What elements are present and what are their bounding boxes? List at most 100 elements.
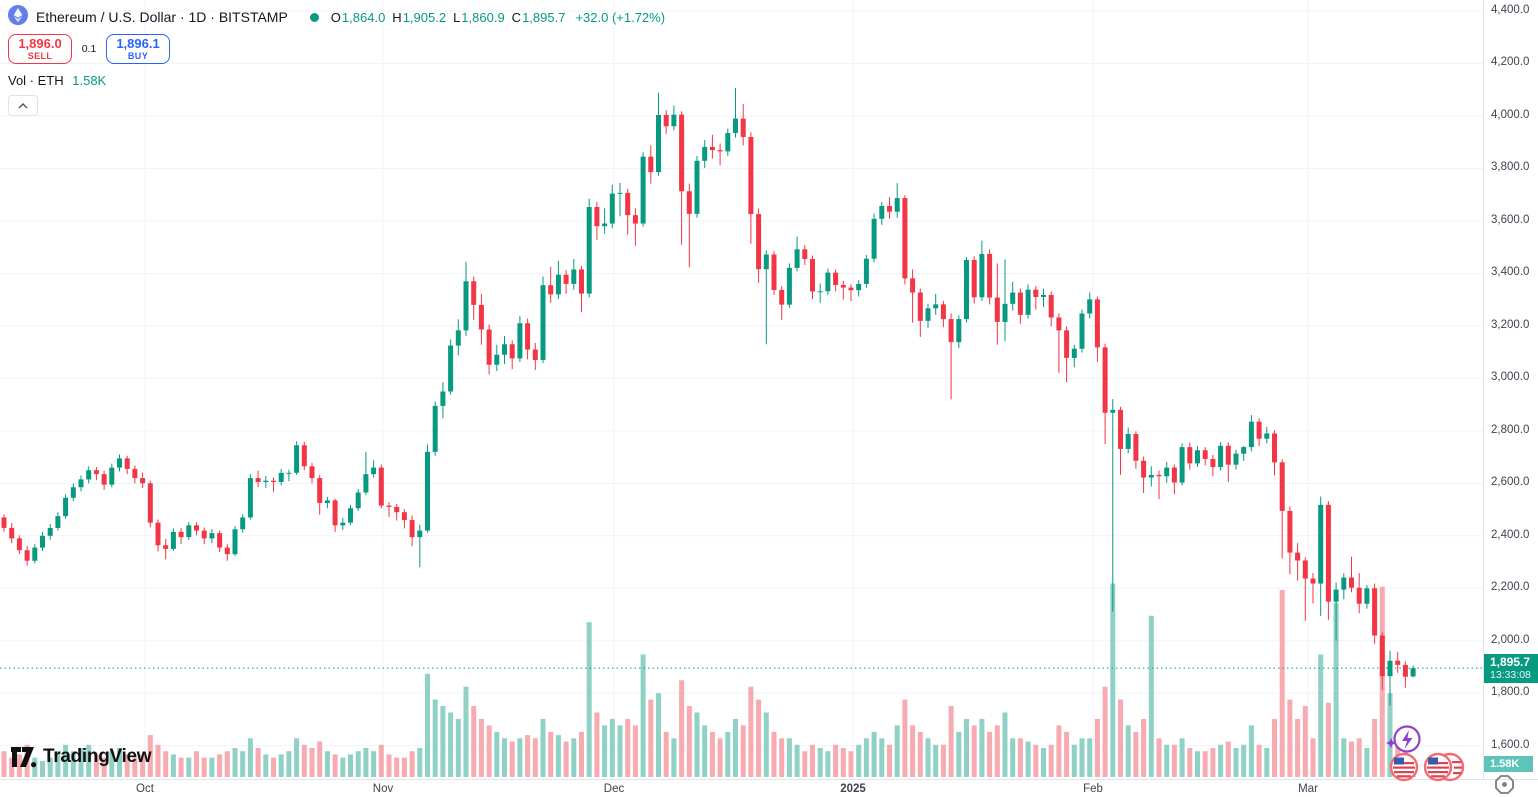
volume-bar — [563, 741, 569, 777]
volume-bar — [648, 699, 654, 777]
volume-bar — [663, 731, 669, 777]
candle-body — [170, 531, 176, 549]
flash-event-icon[interactable] — [1386, 725, 1421, 753]
volume-bar — [887, 744, 892, 777]
volume-bar — [1241, 744, 1247, 777]
volume-bar — [1148, 615, 1154, 777]
symbol-title[interactable]: Ethereum / U.S. Dollar · 1D · BITSTAMP — [36, 9, 288, 25]
volume-bar — [609, 718, 615, 777]
volume-bar — [555, 735, 561, 777]
ohlc-item: O1,864.0 — [330, 9, 386, 25]
sell-label: SELL — [27, 51, 53, 61]
time-tick-label: Nov — [372, 783, 394, 795]
price-tick-label: 1,600.0 — [1491, 738, 1530, 751]
candle-body — [1379, 635, 1385, 677]
candle-body — [178, 531, 184, 538]
us-flag-event-group-icon[interactable] — [1423, 752, 1465, 782]
time-axis[interactable]: Oct Nov Dec 2025 Feb Mar — [0, 779, 1538, 797]
volume-bar — [32, 757, 38, 777]
candle-body — [271, 480, 276, 483]
volume-bar — [355, 751, 361, 777]
tradingview-watermark[interactable]: TradingView — [10, 746, 152, 768]
volume-bar — [109, 751, 115, 777]
sell-button[interactable]: 1,896.0 SELL — [8, 34, 72, 64]
candle-body — [910, 278, 916, 293]
volume-bar — [1087, 738, 1093, 777]
volume-bar — [925, 738, 931, 777]
volume-bar — [894, 725, 900, 777]
candle-body — [940, 304, 946, 320]
candle-body — [1071, 348, 1077, 358]
volume-bar — [1171, 744, 1177, 777]
sparkle-icon — [1386, 738, 1396, 748]
price-tick-label: 3,200.0 — [1491, 318, 1530, 331]
volume-bar — [840, 747, 846, 777]
price-tick-label: 3,800.0 — [1491, 161, 1530, 174]
candle-body — [925, 308, 931, 321]
volume-bar — [224, 751, 230, 777]
price-axis[interactable]: 1,895.7 13:33:08 1.58K 4,400.0 4,200.0 4,0… — [1483, 0, 1538, 779]
volume-bar — [756, 699, 762, 777]
candle-body — [425, 451, 430, 531]
candle-body — [586, 207, 592, 294]
volume-bar — [1025, 741, 1031, 777]
volume-bar — [147, 735, 153, 777]
candle-body — [1087, 299, 1093, 314]
volume-bar — [1094, 718, 1100, 777]
candle-body — [1325, 504, 1331, 602]
candle-body — [63, 497, 69, 517]
candle-body — [1056, 317, 1062, 331]
volume-bar — [702, 725, 708, 777]
collapse-legend-button[interactable] — [8, 95, 38, 116]
volume-bar — [956, 731, 962, 777]
volume-bar — [740, 725, 746, 777]
volume-bar — [525, 735, 531, 777]
candle-body — [956, 319, 962, 343]
candle-body — [1387, 660, 1393, 677]
volume-bar — [1372, 718, 1378, 777]
volume-bar — [1295, 718, 1301, 777]
buy-button[interactable]: 1,896.1 BUY — [106, 34, 170, 64]
volume-bar — [1125, 725, 1131, 777]
candle-body — [294, 445, 300, 473]
volume-bar — [478, 718, 484, 777]
volume-bar — [378, 744, 384, 777]
volume-bar — [232, 747, 238, 777]
volume-indicator-value: 1.58K — [72, 73, 107, 88]
volume-bar — [1364, 747, 1370, 777]
candle-body — [478, 304, 484, 330]
candle-body — [247, 478, 253, 518]
candle-body — [964, 260, 969, 320]
volume-bar — [1225, 741, 1231, 777]
volume-bar — [309, 747, 315, 777]
candle-body — [733, 118, 738, 134]
candle-body — [948, 319, 954, 343]
volume-bar — [1248, 725, 1254, 777]
volume-bar — [340, 757, 346, 777]
candle-body — [725, 133, 731, 152]
candle-body — [417, 530, 423, 538]
volume-bar — [117, 747, 122, 777]
volume-bar — [594, 712, 600, 777]
candle-body — [1356, 587, 1362, 604]
us-flag-event-icon[interactable] — [1389, 752, 1419, 782]
candle-body — [833, 272, 839, 285]
candle-body — [709, 146, 715, 151]
candle-body — [1333, 589, 1339, 602]
candle-body — [879, 205, 885, 219]
volume-bar — [16, 754, 22, 777]
candle-body — [1195, 450, 1200, 464]
chart-canvas[interactable] — [0, 0, 1483, 779]
price-tick-label: 4,400.0 — [1491, 4, 1530, 16]
candle-body — [155, 522, 161, 546]
volume-bar — [1187, 747, 1193, 777]
candle-body — [1395, 660, 1401, 665]
volume-bar — [509, 741, 515, 777]
volume-bar — [679, 680, 685, 777]
candle-body — [571, 269, 577, 284]
chart-properties-icon[interactable] — [1494, 774, 1515, 797]
volume-bar — [1202, 751, 1208, 777]
volume-bar — [686, 706, 692, 777]
candle-body — [40, 535, 45, 548]
candle-body — [1025, 289, 1031, 315]
